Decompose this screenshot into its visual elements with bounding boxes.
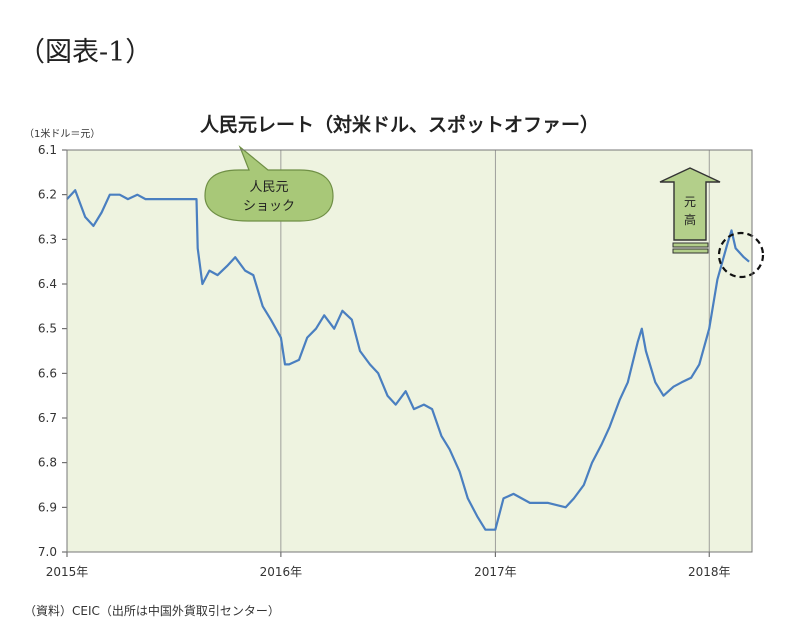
y-axis-unit-label: （1米ドル＝元） [24,129,101,140]
plot-area [67,150,752,552]
source-note: （資料）CEIC（出所は中国外貨取引センター） [24,604,280,618]
y-tick-label: 6.7 [38,411,57,425]
y-tick-label: 6.4 [38,277,57,291]
y-tick-label: 6.6 [38,366,57,380]
x-tick-label: 2015年 [46,565,89,579]
y-tick-label: 6.3 [38,232,57,246]
arrow-base-bar [672,242,709,248]
callout-text-line2: ショック [243,199,295,214]
series-line [66,189,750,531]
x-tick-label: 2017年 [474,565,517,579]
annotations: 人民元 ショック 元 高 [204,145,765,279]
y-tick-label: 6.2 [38,188,57,202]
axis-ticks: 2015年 2016年 2017年 2018年 6.1 6.2 6.3 6.4 6.5 6.6 6.… [38,143,731,579]
up-arrow-icon [659,167,721,241]
arrow-base-bar [672,248,709,254]
arrow-text: 元 [684,195,696,209]
y-tick-label: 6.9 [38,500,57,514]
y-tick-label: 6.1 [38,143,57,157]
x-tick-label: 2016年 [260,565,303,579]
y-tick-label: 7.0 [38,545,57,559]
y-tick-label: 6.5 [38,322,57,336]
y-tick-label: 6.8 [38,456,57,470]
figure-label: （図表-1） [18,37,153,68]
arrow-text: 高 [684,212,696,227]
chart-title: 人民元レート（対米ドル、スポットオファー） [199,114,599,136]
highlight-circle [717,231,765,279]
callout-bubble [204,145,334,222]
x-tick-label: 2018年 [688,565,731,579]
plot-frame [66,149,753,553]
series-group [66,189,750,531]
callout-text-line1: 人民元 [249,180,288,195]
